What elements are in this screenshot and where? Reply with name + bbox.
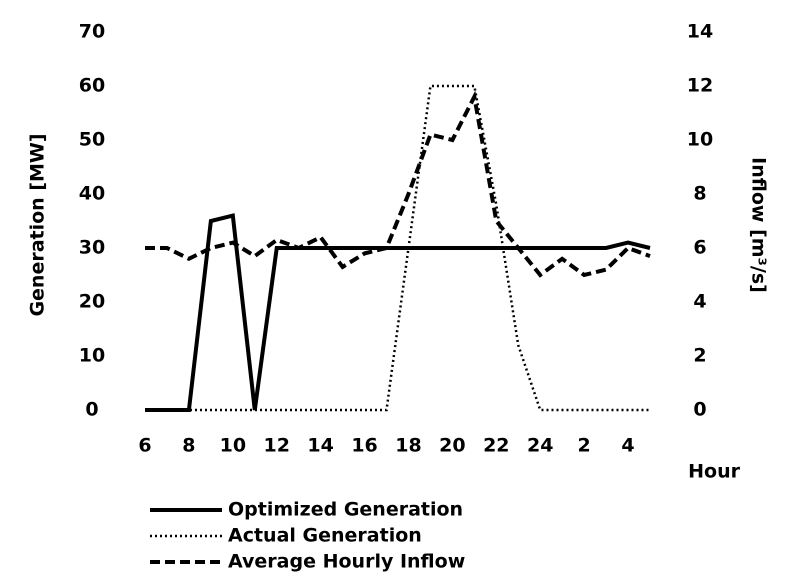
x-tick-label: 6: [138, 435, 151, 457]
legend-label: Actual Generation: [228, 525, 422, 547]
y2-tick-label: 8: [693, 183, 706, 205]
y-tick-label: 50: [79, 129, 105, 151]
y-tick-label: 60: [79, 75, 105, 97]
x-tick-label: 14: [307, 435, 333, 457]
y2-tick-label: 4: [693, 291, 706, 313]
x-tick-label: 22: [483, 435, 509, 457]
y-tick-label: 40: [79, 183, 105, 205]
y2-tick-label: 10: [687, 129, 713, 151]
x-tick-label: 20: [439, 435, 465, 457]
y2-tick-label: 6: [693, 237, 706, 259]
y-tick-label: 10: [79, 345, 105, 367]
y2-axis-label: Inflow [m³/s]: [748, 157, 770, 293]
y2-tick-label: 0: [693, 399, 706, 421]
y-tick-label: 30: [79, 237, 105, 259]
x-tick-label: 18: [395, 435, 421, 457]
x-tick-label: 10: [220, 435, 246, 457]
x-tick-label: 24: [527, 435, 553, 457]
x-tick-label: 4: [621, 435, 634, 457]
y-tick-label: 20: [79, 291, 105, 313]
y2-tick-label: 14: [687, 21, 713, 43]
legend-label: Optimized Generation: [228, 499, 463, 521]
x-tick-label: 2: [578, 435, 591, 457]
x-tick-label: 16: [351, 435, 377, 457]
series-line: [145, 90, 651, 278]
y2-tick-label: 12: [687, 75, 713, 97]
x-axis-label: Hour: [688, 461, 740, 483]
y-axis-label: Generation [MW]: [27, 133, 49, 316]
x-tick-label: 12: [264, 435, 290, 457]
legend-label: Average Hourly Inflow: [228, 551, 465, 573]
y2-tick-label: 2: [693, 345, 706, 367]
series-line: [145, 213, 651, 412]
y-tick-label: 0: [85, 399, 98, 421]
y-tick-label: 70: [79, 21, 105, 43]
x-tick-label: 8: [182, 435, 195, 457]
